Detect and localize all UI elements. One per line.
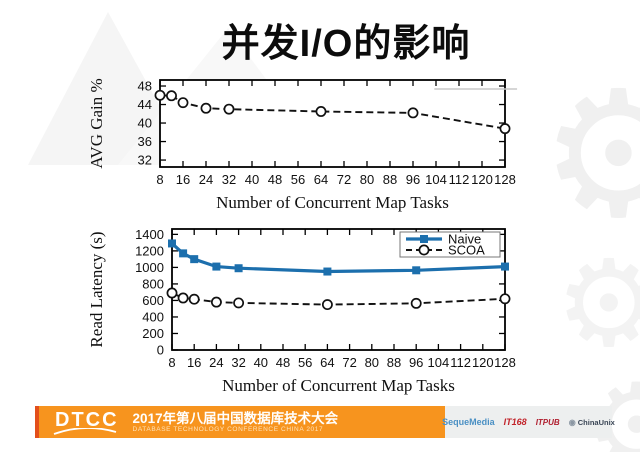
slide-title: 并发I/O的影响 xyxy=(221,23,471,65)
x-tick-label: 120 xyxy=(471,172,493,187)
avg-gain-chart: 8 16 24 32 40 48 56 64 72 80 88 96 104 112 120 128 32 36 4… xyxy=(87,78,518,212)
x-tick-label: 32 xyxy=(231,355,245,370)
sponsor-chinaunix-label: ChinaUnix xyxy=(577,417,615,427)
y-axis-title: Read Latency (s) xyxy=(87,231,106,347)
x-tick-label: 40 xyxy=(254,355,268,370)
gear-icon: ⚙ xyxy=(540,58,640,253)
x-axis-title: Number of Concurrent Map Tasks xyxy=(216,193,449,212)
y-tick-label: 32 xyxy=(138,153,152,168)
x-tick-label: 64 xyxy=(314,172,328,187)
x-tick-label: 96 xyxy=(409,355,423,370)
x-tick-label: 88 xyxy=(383,172,397,187)
y-axis-title: AVG Gain % xyxy=(87,78,106,168)
sponsor-strip: SequeMedia IT168 ITPUB ◉ ChinaUnix xyxy=(442,406,615,438)
y-tick-label: 800 xyxy=(142,276,164,291)
globe-icon: ◉ xyxy=(568,417,576,427)
x-tick-label: 128 xyxy=(494,172,516,187)
y-tick-label: 36 xyxy=(138,134,152,149)
x-tick-label: 8 xyxy=(156,172,163,187)
x-tick-label: 104 xyxy=(425,172,447,187)
x-tick-label: 56 xyxy=(291,172,305,187)
x-tick-label: 48 xyxy=(268,172,282,187)
x-axis-title: Number of Concurrent Map Tasks xyxy=(222,376,455,395)
sponsor-itpub: ITPUB xyxy=(535,417,560,427)
y-tick-label: 1000 xyxy=(135,260,164,275)
series-naive xyxy=(168,239,509,276)
x-tick-label: 72 xyxy=(337,172,351,187)
x-tick-label: 48 xyxy=(276,355,290,370)
x-tick-label: 24 xyxy=(199,172,213,187)
conference-subtitle: DATABASE TECHNOLOGY CONFERENCE CHINA 201… xyxy=(132,426,324,434)
y-tick-label: 48 xyxy=(138,79,152,94)
y-tick-label: 1400 xyxy=(135,227,164,242)
x-tick-label: 24 xyxy=(209,355,223,370)
y-tick-label: 200 xyxy=(142,326,164,341)
sponsor-chinaunix: ◉ ChinaUnix xyxy=(569,418,615,427)
legend-label: Naive xyxy=(448,232,481,247)
x-tick-label: 16 xyxy=(187,355,201,370)
x-tick-label: 120 xyxy=(472,355,494,370)
x-tick-label: 32 xyxy=(222,172,236,187)
y-tick-label: 44 xyxy=(138,97,152,112)
conference-text: 2017年第八届中国数据库技术大会 DATABASE TECHNOLOGY CO… xyxy=(133,411,339,434)
y-tick-label: 1200 xyxy=(135,243,164,258)
x-tick-label: 16 xyxy=(176,172,190,187)
footer-bar: DTCC 2017年第八届中国数据库技术大会 DATABASE TECHNOLO… xyxy=(35,406,445,438)
x-tick-label: 80 xyxy=(360,172,374,187)
x-tick-label: 88 xyxy=(387,355,401,370)
x-tick-label: 96 xyxy=(406,172,420,187)
x-tick-label: 72 xyxy=(342,355,356,370)
x-tick-label: 128 xyxy=(494,355,516,370)
y-tick-label: 0 xyxy=(157,343,164,358)
x-tick-label: 64 xyxy=(320,355,334,370)
x-tick-label: 104 xyxy=(428,355,450,370)
x-tick-label: 112 xyxy=(449,172,470,187)
dtcc-logo-text: DTCC xyxy=(55,408,119,431)
read-latency-chart: 8 16 24 32 40 48 56 64 72 80 88 96 104 112 120 128 0 200 4… xyxy=(87,227,516,395)
sponsor-it168: IT168 xyxy=(503,417,527,427)
gear-icon: ⚙ xyxy=(555,237,640,371)
legend-label: SCOA xyxy=(448,243,485,258)
x-tick-label: 112 xyxy=(450,355,471,370)
series-scoa xyxy=(154,89,511,135)
y-tick-label: 400 xyxy=(142,309,164,324)
x-tick-label: 56 xyxy=(298,355,312,370)
y-tick-label: 40 xyxy=(138,116,152,131)
y-tick-label: 600 xyxy=(142,293,164,308)
sponsor-sequemedia: SequeMedia xyxy=(442,417,495,427)
x-tick-label: 40 xyxy=(245,172,259,187)
series-scoa xyxy=(166,287,511,311)
dtcc-logo: DTCC xyxy=(53,408,119,435)
x-tick-label: 8 xyxy=(168,355,175,370)
plot-border xyxy=(159,79,506,168)
conference-title: 2017年第八届中国数据库技术大会 xyxy=(132,410,339,426)
dtcc-logo-swoosh xyxy=(53,427,117,435)
x-tick-label: 80 xyxy=(365,355,379,370)
